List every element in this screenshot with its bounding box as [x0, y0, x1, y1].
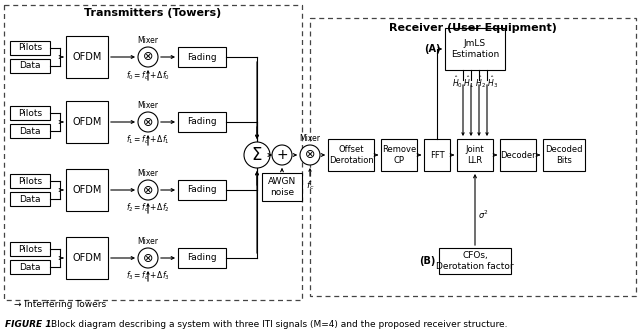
Text: $f_2 = f_c + \Delta f_2$: $f_2 = f_c + \Delta f_2$ [126, 202, 170, 214]
Circle shape [138, 47, 158, 67]
Text: Pilots: Pilots [18, 109, 42, 118]
Text: Data: Data [19, 62, 41, 71]
Text: $f_3 = f_c + \Delta f_3$: $f_3 = f_c + \Delta f_3$ [126, 270, 170, 282]
Text: Pilots: Pilots [18, 44, 42, 53]
Text: Data: Data [19, 127, 41, 136]
FancyBboxPatch shape [424, 139, 450, 171]
Text: OFDM: OFDM [72, 253, 102, 263]
Text: OFDM: OFDM [72, 117, 102, 127]
Text: +: + [276, 148, 288, 162]
Text: → Interfering Towers: → Interfering Towers [14, 300, 106, 309]
FancyBboxPatch shape [178, 47, 226, 67]
FancyBboxPatch shape [178, 248, 226, 268]
Text: AWGN
noise: AWGN noise [268, 177, 296, 197]
Text: Data: Data [19, 194, 41, 203]
FancyBboxPatch shape [66, 169, 108, 211]
Text: Pilots: Pilots [18, 244, 42, 253]
Text: ⊗: ⊗ [305, 149, 316, 162]
Text: OFDM: OFDM [72, 52, 102, 62]
Text: Mixer: Mixer [138, 169, 159, 178]
FancyBboxPatch shape [10, 174, 50, 188]
Text: Block diagram describing a system with three ITI signals (Μ=4) and the proposed : Block diagram describing a system with t… [51, 320, 508, 329]
Text: Decoded
Bits: Decoded Bits [545, 145, 583, 165]
Circle shape [272, 145, 292, 165]
Text: $\sigma^2$: $\sigma^2$ [478, 208, 489, 221]
FancyBboxPatch shape [10, 242, 50, 256]
Text: Receiver (User Equipment): Receiver (User Equipment) [389, 23, 557, 33]
Text: (B): (B) [419, 256, 435, 266]
FancyBboxPatch shape [10, 41, 50, 55]
Text: Fading: Fading [187, 253, 217, 262]
Circle shape [244, 142, 270, 168]
Text: Fading: Fading [187, 118, 217, 127]
FancyBboxPatch shape [543, 139, 585, 171]
Circle shape [138, 248, 158, 268]
Text: $f_c$: $f_c$ [306, 179, 314, 191]
Text: Decoder: Decoder [500, 151, 536, 160]
FancyBboxPatch shape [328, 139, 374, 171]
Circle shape [300, 145, 320, 165]
Text: Offset
Derotation: Offset Derotation [328, 145, 373, 165]
Circle shape [138, 180, 158, 200]
Text: FFT: FFT [429, 151, 444, 160]
FancyBboxPatch shape [10, 124, 50, 138]
Text: Joint
LLR: Joint LLR [466, 145, 484, 165]
Text: Mixer: Mixer [138, 101, 159, 110]
Text: $f_0 = f_c + \Delta f_0$: $f_0 = f_c + \Delta f_0$ [126, 69, 170, 82]
FancyBboxPatch shape [262, 173, 302, 201]
FancyBboxPatch shape [457, 139, 493, 171]
Text: FIGURE 1.: FIGURE 1. [5, 320, 55, 329]
Text: Fading: Fading [187, 53, 217, 62]
FancyBboxPatch shape [310, 18, 636, 296]
Text: Data: Data [19, 262, 41, 271]
Text: ⊗: ⊗ [143, 116, 153, 129]
FancyBboxPatch shape [178, 112, 226, 132]
Circle shape [138, 112, 158, 132]
Text: Mixer: Mixer [300, 134, 321, 143]
Text: Pilots: Pilots [18, 176, 42, 185]
FancyBboxPatch shape [445, 28, 505, 70]
Text: Mixer: Mixer [138, 36, 159, 45]
Text: ⊗: ⊗ [143, 51, 153, 64]
Text: OFDM: OFDM [72, 185, 102, 195]
FancyBboxPatch shape [439, 248, 511, 274]
Text: Remove
CP: Remove CP [382, 145, 416, 165]
FancyBboxPatch shape [10, 59, 50, 73]
FancyBboxPatch shape [66, 101, 108, 143]
Text: JmLS
Estimation: JmLS Estimation [451, 39, 499, 59]
FancyBboxPatch shape [10, 260, 50, 274]
Text: Mixer: Mixer [138, 237, 159, 246]
FancyBboxPatch shape [381, 139, 417, 171]
FancyBboxPatch shape [500, 139, 536, 171]
Text: Fading: Fading [187, 185, 217, 194]
FancyBboxPatch shape [66, 237, 108, 279]
FancyBboxPatch shape [10, 106, 50, 120]
Text: Σ: Σ [252, 146, 262, 164]
Text: CFOs,
Derotation factor: CFOs, Derotation factor [436, 251, 514, 271]
FancyBboxPatch shape [10, 192, 50, 206]
FancyBboxPatch shape [66, 36, 108, 78]
Text: ⊗: ⊗ [143, 251, 153, 264]
Text: $f_1 = f_c + \Delta f_1$: $f_1 = f_c + \Delta f_1$ [126, 134, 170, 147]
Text: ⊗: ⊗ [143, 183, 153, 196]
FancyBboxPatch shape [4, 5, 302, 300]
Text: $\hat{H}_0\ \hat{H}_1\ \hat{H}_2\ \hat{H}_3$: $\hat{H}_0\ \hat{H}_1\ \hat{H}_2\ \hat{H… [452, 74, 499, 90]
FancyBboxPatch shape [178, 180, 226, 200]
Text: Transmitters (Towers): Transmitters (Towers) [84, 8, 221, 18]
Text: (A): (A) [424, 44, 441, 54]
